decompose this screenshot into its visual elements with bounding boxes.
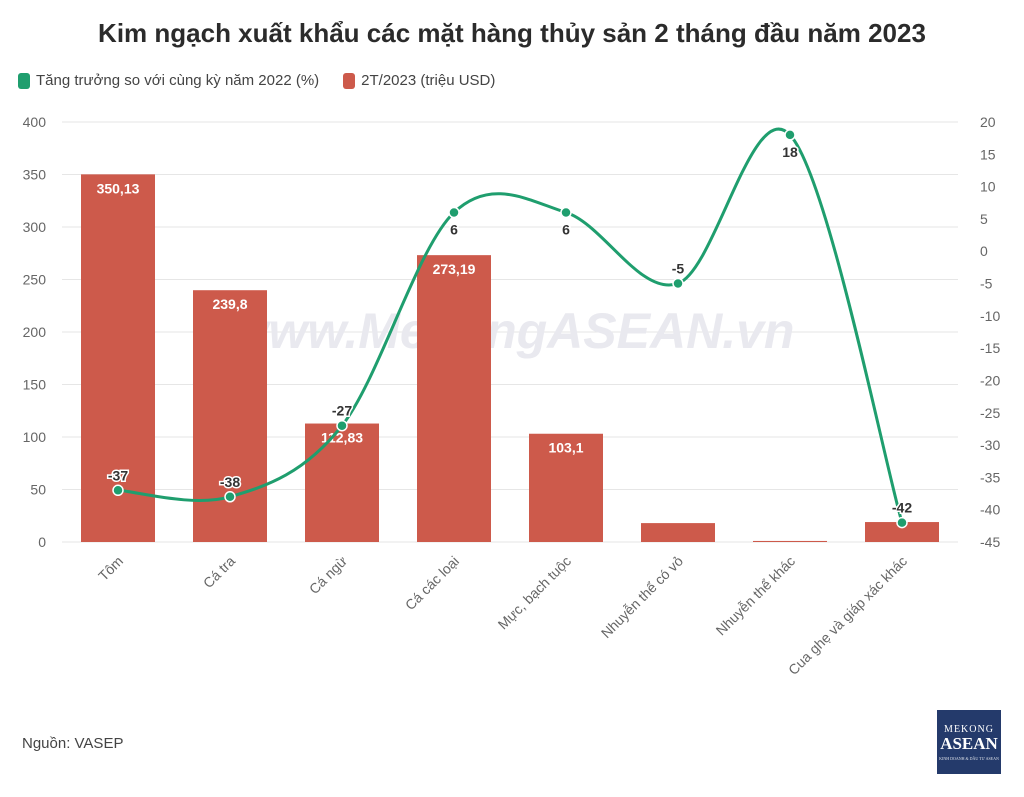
growth-value-label: -27: [332, 403, 352, 419]
growth-value-label: -38: [220, 474, 240, 490]
y-right-tick-label: 0: [980, 243, 988, 259]
growth-value-label: 18: [782, 144, 798, 160]
y-left-tick-label: 0: [38, 534, 46, 550]
y-left-tick-label: 250: [23, 272, 47, 288]
legend-swatch-value: [343, 72, 356, 89]
growth-point: [672, 277, 684, 290]
x-category-label: Cá tra: [200, 553, 238, 591]
growth-value-label: 6: [562, 221, 570, 237]
legend-item-value: 2T/2023 (triệu USD): [343, 72, 495, 89]
legend-label-growth: Tăng trưởng so với cùng kỳ năm 2022 (%): [36, 72, 320, 89]
legend-item-growth: Tăng trưởng so với cùng kỳ năm 2022 (%): [18, 72, 319, 89]
y-right-tick-label: -25: [980, 405, 1000, 421]
y-left-tick-label: 100: [23, 429, 47, 445]
growth-point: [896, 516, 908, 529]
logo-line-1: MEKONG: [944, 724, 994, 735]
bar: [417, 255, 491, 542]
y-right-tick-label: -20: [980, 372, 1000, 388]
growth-point: [784, 129, 796, 141]
source-note: Nguồn: VASEP: [22, 735, 124, 752]
x-category-label: Cá các loại: [402, 553, 462, 613]
y-left-tick-label: 50: [30, 482, 46, 498]
growth-point: [560, 206, 572, 219]
growth-point: [224, 491, 236, 503]
bar: [81, 174, 155, 542]
x-category-label: Nhuyễn thể khác: [713, 553, 799, 639]
bar-value-label: 350,13: [97, 180, 140, 196]
x-category-label: Nhuyễn thể có vỏ: [598, 553, 687, 642]
y-right-tick-label: -30: [980, 437, 1000, 453]
bar: [865, 522, 939, 542]
y-right-tick-label: 5: [980, 211, 988, 227]
y-right-tick-label: -35: [980, 469, 1000, 485]
y-left-tick-label: 350: [23, 167, 47, 183]
y-right-tick-label: -40: [980, 502, 1000, 518]
legend-swatch-growth: [18, 72, 30, 89]
bar: [193, 290, 267, 542]
x-category-label: Cua ghẹ và giáp xác khác: [785, 553, 910, 678]
y-right-tick-label: -45: [980, 534, 1000, 550]
growth-point: [448, 206, 460, 219]
y-left-tick-label: 150: [23, 377, 47, 393]
watermark: www.MekongASEAN.vn: [230, 303, 795, 359]
y-left-tick-label: 400: [23, 114, 47, 130]
bar: [305, 423, 379, 542]
bar: [753, 540, 827, 542]
y-left-tick-label: 200: [23, 324, 47, 340]
bar-value-label: 239,8: [212, 296, 247, 312]
x-category-label: Mực, bạch tuộc: [495, 553, 575, 633]
y-right-tick-label: 20: [980, 114, 996, 130]
mekong-asean-logo: MEKONG ASEAN KINH DOANH & DẦU TƯ ASEAN: [937, 710, 1001, 774]
y-right-tick-label: -10: [980, 308, 1000, 324]
x-category-label: Cá ngừ: [306, 553, 350, 597]
y-left-tick-label: 300: [23, 219, 47, 235]
bar: [641, 523, 715, 542]
growth-value-label: -5: [672, 261, 685, 277]
y-right-tick-label: -5: [980, 276, 993, 292]
bar-value-label: 112,83: [321, 430, 363, 446]
x-category-label: Tôm: [95, 553, 126, 584]
logo-line-2: ASEAN: [940, 734, 998, 753]
bar-value-label: 103,1: [548, 440, 583, 456]
growth-point: [112, 484, 124, 497]
chart-title: Kim ngạch xuất khẩu các mặt hàng thủy sả…: [98, 18, 926, 48]
legend: Tăng trưởng so với cùng kỳ năm 2022 (%) …: [18, 72, 495, 89]
bar-value-label: 273,19: [433, 261, 476, 277]
y-right-tick-label: 15: [980, 146, 996, 162]
y-right-tick-label: 10: [980, 179, 996, 195]
growth-value-label: 6: [450, 221, 458, 237]
growth-value-label: -42: [892, 500, 912, 516]
growth-point: [336, 419, 348, 432]
growth-value-label: -37: [108, 467, 128, 483]
logo-line-3: KINH DOANH & DẦU TƯ ASEAN: [939, 756, 999, 761]
bar: [529, 433, 603, 542]
legend-label-value: 2T/2023 (triệu USD): [361, 72, 496, 89]
y-right-tick-label: -15: [980, 340, 1000, 356]
